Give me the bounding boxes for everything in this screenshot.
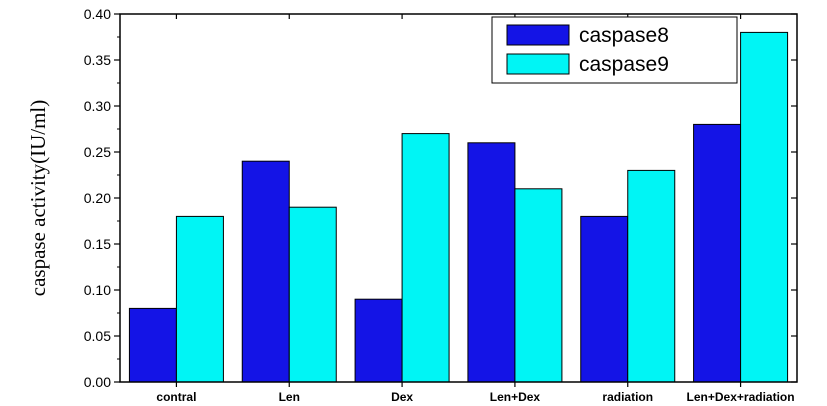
x-category-label: Len (279, 390, 300, 404)
y-axis-ticks: 0.00 0.05 0.10 0.15 0.20 0.25 0.30 0.35 0.40 (84, 6, 797, 390)
bar-caspase8-1 (241, 160, 290, 383)
legend: caspase8 caspase9 (491, 16, 738, 84)
bar-caspase9-5 (740, 31, 789, 383)
bar-caspase8-5 (693, 123, 742, 383)
y-axis-label: caspase activity(IU/ml) (26, 100, 50, 297)
legend-label-caspase8: caspase8 (579, 24, 669, 47)
y-tick-label: 0.20 (84, 190, 111, 206)
y-tick-label: 0.35 (84, 52, 111, 68)
bar-caspase9-4 (627, 169, 676, 383)
bars-group (128, 31, 789, 383)
bar-caspase9-2 (401, 133, 450, 383)
legend-swatch-caspase8 (506, 24, 570, 46)
legend-swatch-caspase9 (506, 53, 570, 75)
y-tick-label: 0.30 (84, 98, 111, 114)
x-category-label: contral (156, 390, 196, 404)
bar-caspase8-3 (467, 142, 516, 383)
bar-caspase8-2 (354, 298, 403, 383)
y-tick-label: 0.00 (84, 374, 111, 390)
x-category-label: Len+Dex (490, 390, 541, 404)
x-category-label: Len+Dex+radiation (687, 390, 795, 404)
x-axis-ticks: contral Len Dex Len+Dex radiation Len+Dex+rad… (156, 14, 795, 404)
y-tick-label: 0.10 (84, 282, 111, 298)
y-tick-label: 0.05 (84, 328, 111, 344)
x-category-label: Dex (391, 390, 413, 404)
bar-caspase9-1 (288, 206, 337, 383)
x-category-label: radiation (602, 390, 653, 404)
bar-caspase9-3 (514, 188, 563, 383)
bar-caspase8-4 (580, 215, 629, 383)
y-tick-label: 0.15 (84, 236, 111, 252)
bar-caspase9-0 (175, 215, 224, 383)
legend-label-caspase9: caspase9 (579, 53, 669, 76)
y-tick-label: 0.25 (84, 144, 111, 160)
y-tick-label: 0.40 (84, 6, 111, 22)
bar-caspase8-0 (128, 307, 177, 383)
